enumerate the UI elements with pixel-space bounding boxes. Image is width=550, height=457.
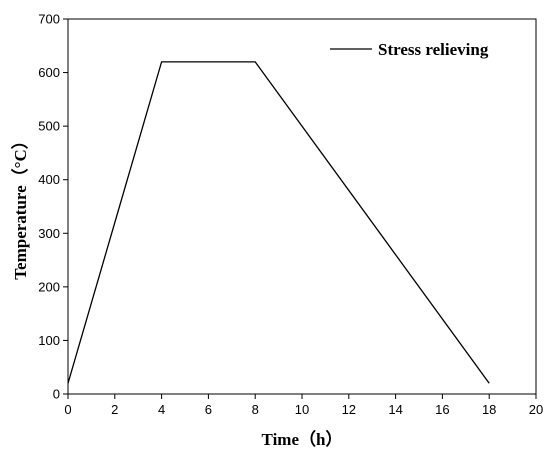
x-tick-label: 6 — [205, 402, 212, 417]
series-line-stress-relieving — [67, 61, 490, 384]
x-axis-title: Time（h） — [262, 429, 343, 449]
y-tick-label: 0 — [53, 387, 60, 402]
legend-label: Stress relieving — [378, 40, 489, 59]
series-layer — [67, 61, 490, 384]
x-tick-label: 20 — [529, 402, 543, 417]
x-tick-label: 12 — [342, 402, 356, 417]
x-tick-label: 0 — [64, 402, 71, 417]
x-tick-label: 4 — [158, 402, 165, 417]
y-axis-title: Temperature（°C） — [10, 132, 30, 280]
y-tick-label: 600 — [38, 65, 60, 80]
y-tick-label: 700 — [38, 12, 60, 27]
y-tick-label: 500 — [38, 119, 60, 134]
y-tick-label: 200 — [38, 279, 60, 294]
plot-frame — [67, 18, 537, 395]
x-tick-label: 8 — [252, 402, 259, 417]
x-axis: 0 2 4 6 8 10 12 14 16 18 20 — [64, 394, 543, 417]
legend: Stress relieving — [330, 40, 489, 59]
x-tick-label: 10 — [295, 402, 309, 417]
y-axis: 0 100 200 300 400 500 600 700 — [38, 12, 68, 402]
x-tick-label: 2 — [111, 402, 118, 417]
y-tick-label: 300 — [38, 226, 60, 241]
y-tick-label: 100 — [38, 333, 60, 348]
x-tick-label: 16 — [435, 402, 449, 417]
y-tick-label: 400 — [38, 172, 60, 187]
x-tick-label: 18 — [482, 402, 496, 417]
x-tick-label: 14 — [388, 402, 402, 417]
